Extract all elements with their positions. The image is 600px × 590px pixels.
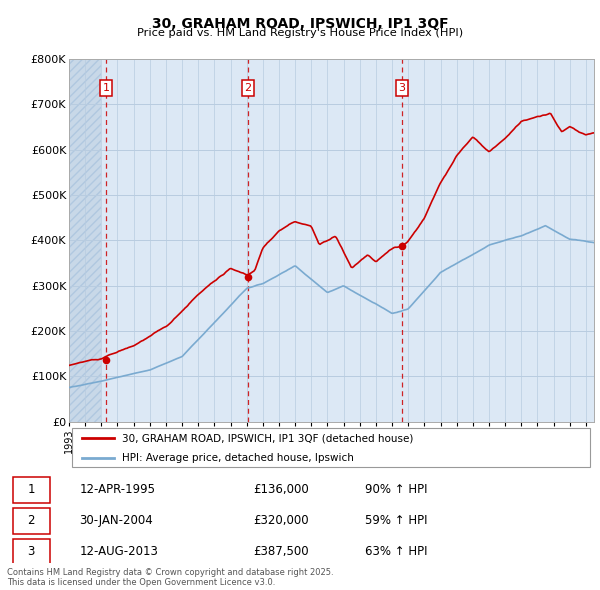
Text: 3: 3 (28, 545, 35, 558)
Text: Price paid vs. HM Land Registry's House Price Index (HPI): Price paid vs. HM Land Registry's House … (137, 28, 463, 38)
Text: 3: 3 (398, 83, 406, 93)
Text: 1: 1 (28, 483, 35, 496)
Text: 30, GRAHAM ROAD, IPSWICH, IP1 3QF: 30, GRAHAM ROAD, IPSWICH, IP1 3QF (152, 17, 448, 31)
Text: £387,500: £387,500 (253, 545, 308, 558)
FancyBboxPatch shape (13, 477, 50, 503)
Text: 1: 1 (103, 83, 109, 93)
Text: 2: 2 (244, 83, 251, 93)
Text: 63% ↑ HPI: 63% ↑ HPI (365, 545, 427, 558)
Text: £136,000: £136,000 (253, 483, 309, 496)
FancyBboxPatch shape (13, 539, 50, 565)
Text: 12-AUG-2013: 12-AUG-2013 (79, 545, 158, 558)
Text: 30-JAN-2004: 30-JAN-2004 (79, 514, 153, 527)
Text: 59% ↑ HPI: 59% ↑ HPI (365, 514, 427, 527)
FancyBboxPatch shape (71, 428, 590, 467)
Text: 2: 2 (28, 514, 35, 527)
Text: 12-APR-1995: 12-APR-1995 (79, 483, 155, 496)
Bar (69, 59, 101, 422)
Text: 30, GRAHAM ROAD, IPSWICH, IP1 3QF (detached house): 30, GRAHAM ROAD, IPSWICH, IP1 3QF (detac… (121, 433, 413, 443)
Text: 90% ↑ HPI: 90% ↑ HPI (365, 483, 427, 496)
Text: £320,000: £320,000 (253, 514, 308, 527)
Text: HPI: Average price, detached house, Ipswich: HPI: Average price, detached house, Ipsw… (121, 453, 353, 463)
Text: Contains HM Land Registry data © Crown copyright and database right 2025.
This d: Contains HM Land Registry data © Crown c… (7, 568, 334, 587)
FancyBboxPatch shape (13, 507, 50, 534)
